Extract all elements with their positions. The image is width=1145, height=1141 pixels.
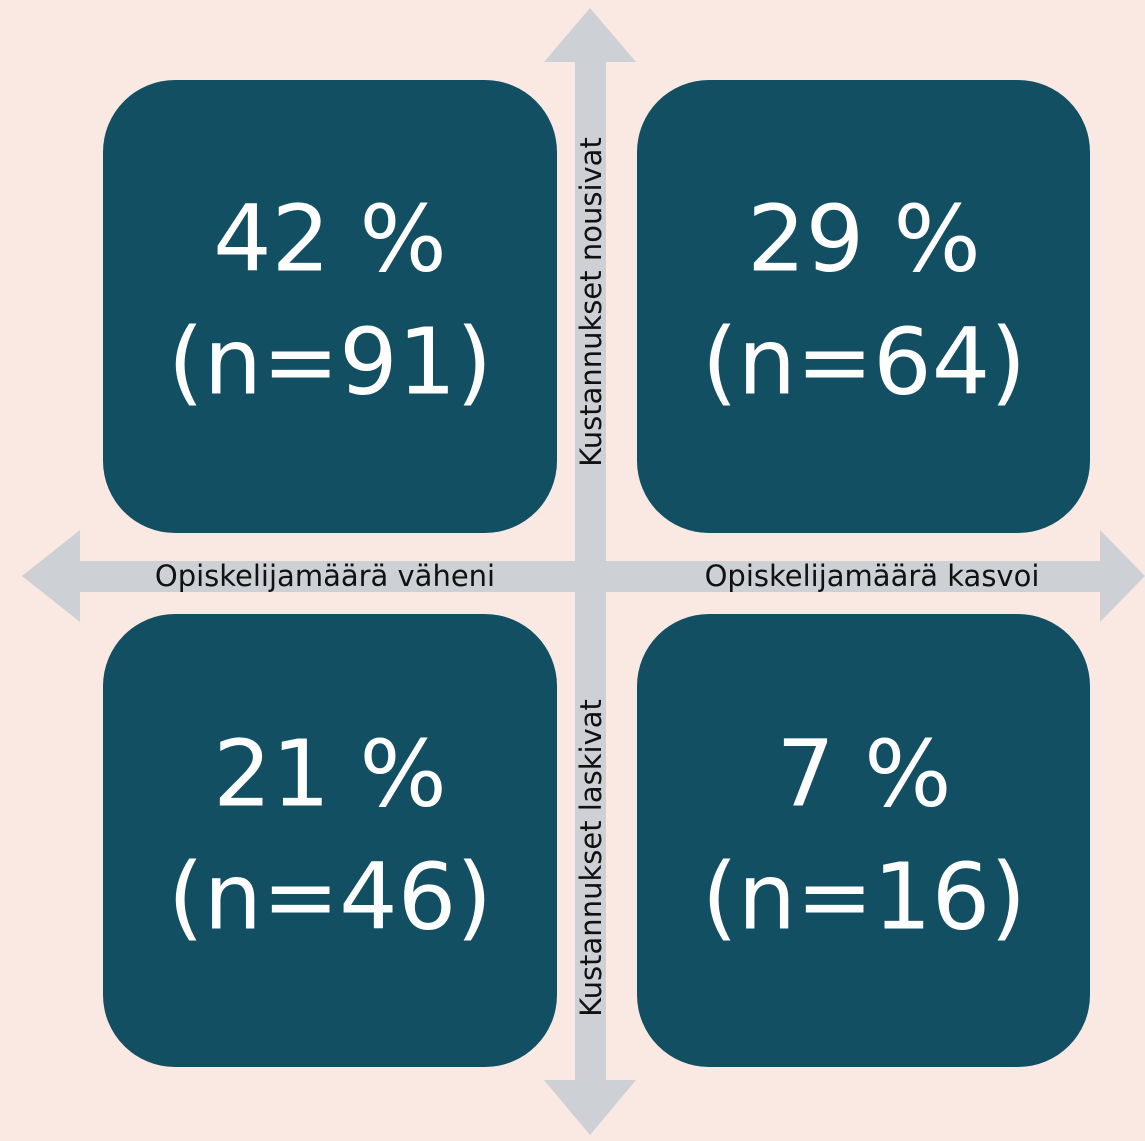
quadrant-box — [103, 614, 557, 1067]
up-arrowhead — [544, 8, 636, 62]
quadrant-percent: 42 % — [213, 185, 447, 292]
quadrant-count: (n=91) — [168, 308, 492, 415]
left-arrowhead — [22, 530, 80, 622]
axis-label: Opiskelijamäärä kasvoi — [705, 559, 1040, 593]
quadrant-percent: 7 % — [776, 720, 951, 827]
quadrant-box — [103, 80, 557, 533]
axis-label: Kustannukset nousivat — [574, 137, 608, 467]
quadrant-box — [637, 80, 1090, 533]
quadrant-count: (n=16) — [702, 843, 1026, 950]
quadrant-percent: 29 % — [747, 185, 981, 292]
right-arrowhead — [1100, 530, 1145, 622]
horizontal-shaft — [78, 561, 1103, 592]
quadrant-count: (n=46) — [168, 843, 492, 950]
quadrant-percent: 21 % — [213, 720, 447, 827]
quadrant-count: (n=64) — [702, 308, 1026, 415]
axes-arrows — [22, 8, 1145, 1135]
quadrant-box — [637, 614, 1090, 1067]
axis-label: Opiskelijamäärä väheni — [155, 559, 495, 593]
axis-label: Kustannukset laskivat — [574, 699, 608, 1017]
down-arrowhead — [544, 1080, 636, 1135]
